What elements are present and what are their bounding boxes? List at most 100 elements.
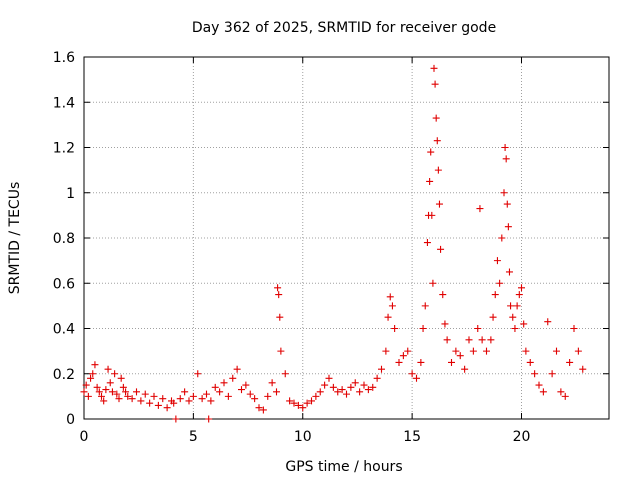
data-point [87,374,95,382]
data-point [115,395,123,403]
data-point [388,302,396,310]
data-point [128,395,136,403]
data-point [122,388,130,396]
data-point [502,155,510,163]
data-point [229,374,237,382]
data-point [515,291,523,299]
y-axis-label: SRMTID / TECUs [7,182,23,295]
data-point [557,388,565,396]
data-point [303,399,311,407]
data-point [489,313,497,321]
data-point [501,144,509,151]
data-point [364,386,372,394]
data-point [141,390,149,398]
data-point [526,358,534,366]
data-point [137,397,145,405]
x-axis-label: GPS time / hours [285,459,402,475]
data-point [203,390,210,398]
data-point [413,374,420,382]
data-point [520,320,528,328]
data-point [452,347,460,355]
y-tick-label: 1 [66,186,75,202]
data-point [511,325,519,332]
data-point [351,379,359,387]
data-point [570,325,578,332]
data-point [189,392,197,400]
data-point [435,200,443,208]
data-point [465,336,473,344]
data-point [255,404,263,412]
data-point [163,404,171,412]
data-point [93,383,101,391]
data-point [439,291,447,299]
data-point [111,370,119,378]
data-point [220,379,228,387]
data-point [382,347,390,355]
data-point [242,381,250,389]
y-tick-label: 0.6 [53,276,75,292]
data-point [493,257,501,265]
data-point [273,388,280,396]
data-point [386,293,394,301]
data-point [238,386,245,394]
data-point [421,302,429,310]
data-point [483,347,490,355]
data-point [329,383,337,391]
data-point [369,383,377,391]
data-point [205,415,213,423]
data-point [312,392,320,400]
data-point [478,336,486,344]
x-tick-label: 15 [403,429,421,445]
chart-title: Day 362 of 2025, SRMTID for receiver god… [192,20,496,36]
data-point [154,401,162,409]
data-point [233,365,241,373]
data-point [216,388,224,396]
data-point [268,379,276,387]
data-point [505,268,513,276]
data-point [360,381,368,389]
data-point [384,313,392,321]
data-point [513,302,521,310]
data-point [98,392,105,400]
data-point [518,284,525,292]
data-point [185,397,193,405]
data-point [170,399,178,407]
data-point [474,325,482,332]
data-point [443,336,451,344]
data-point [430,64,438,72]
data-point [124,392,132,400]
data-point [102,386,110,394]
x-tick-label: 20 [513,429,531,445]
data-point [176,395,184,403]
data-point [274,284,282,292]
data-point [539,388,547,396]
data-point [487,336,495,344]
data-point [275,291,283,299]
data-point [277,347,285,355]
data-point [496,279,504,287]
data-point [133,388,140,396]
data-point [316,388,324,396]
data-point [561,392,569,400]
data-point [246,390,254,398]
data-point [437,245,445,253]
data-point [343,390,350,398]
data-point [211,383,219,391]
data-point [391,325,399,332]
data-point [535,381,543,389]
data-point [224,392,232,400]
data-point [264,392,272,400]
data-point [194,370,202,378]
data-point [321,381,329,389]
data-point [207,397,215,405]
data-point [531,370,539,378]
y-tick-label: 0.4 [53,322,75,338]
data-point [378,365,385,373]
data-point [417,358,425,366]
y-tick-label: 0.2 [53,367,75,383]
data-point [276,313,284,321]
data-point [89,370,97,378]
data-point [574,347,582,355]
data-point [566,358,574,366]
